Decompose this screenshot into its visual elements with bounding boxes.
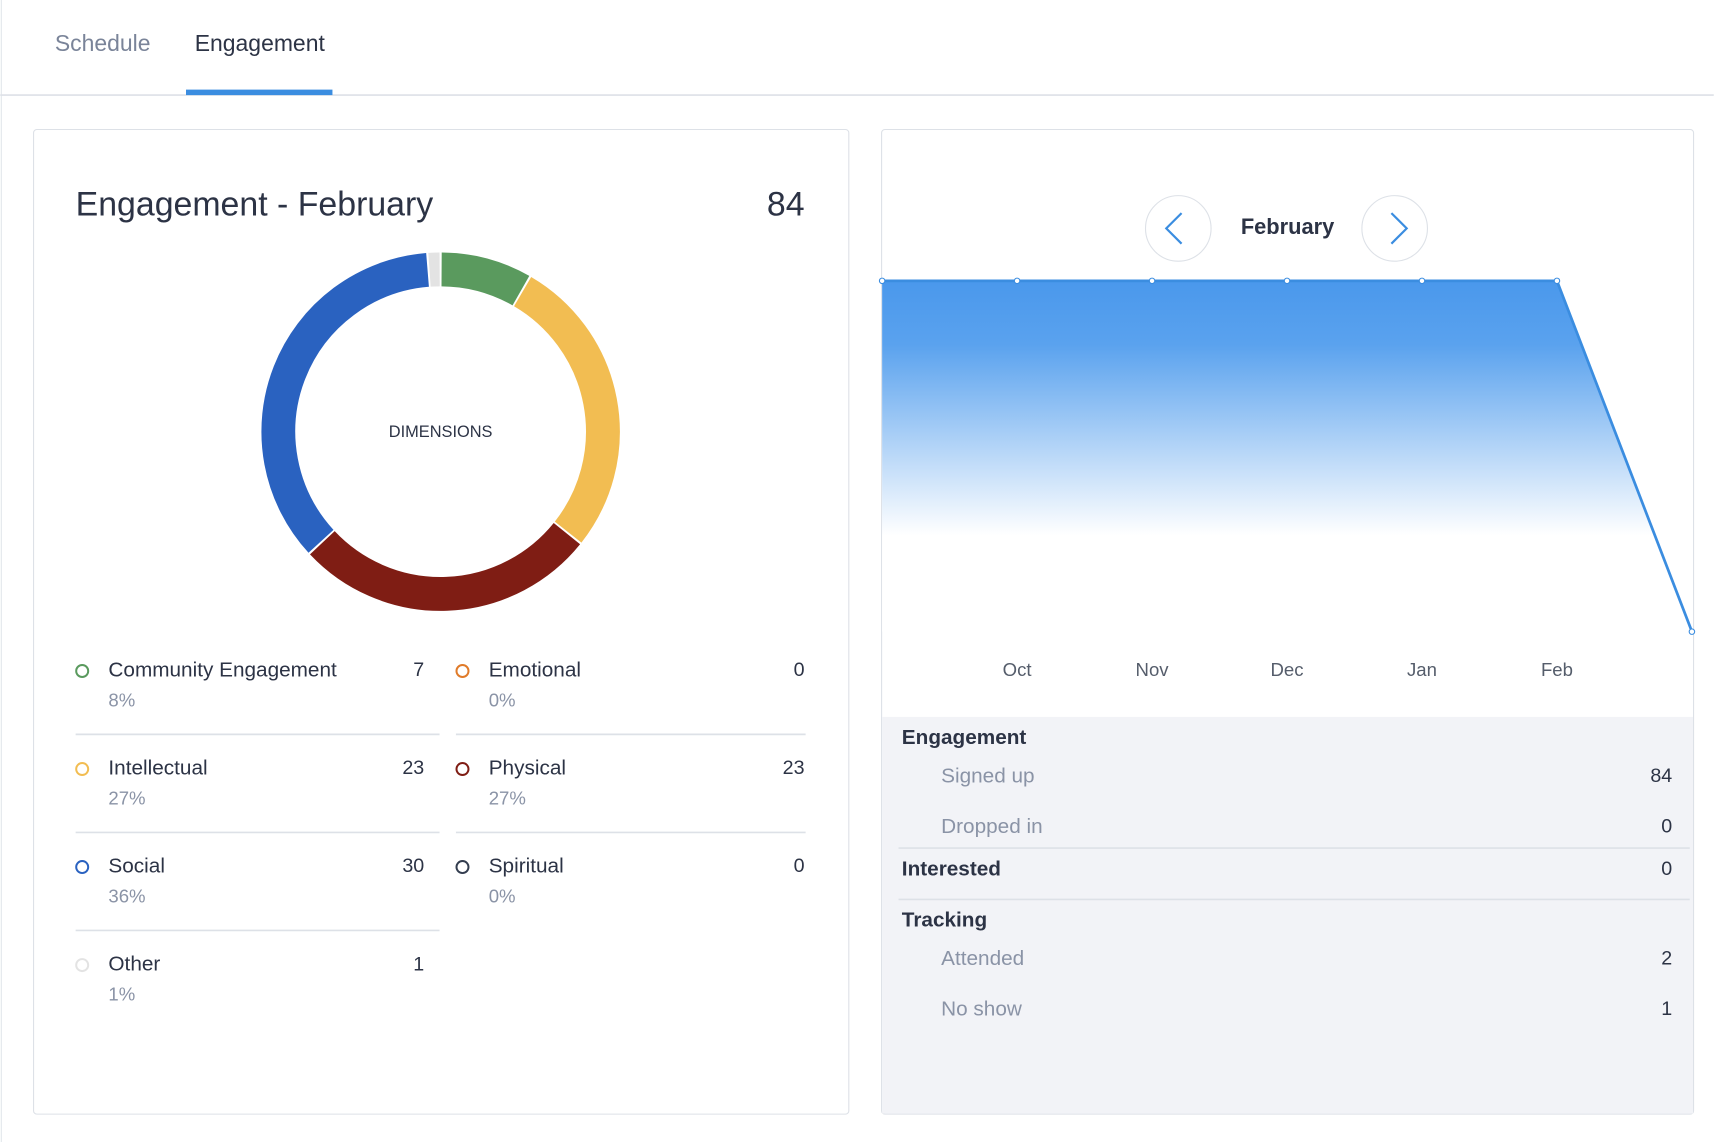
legend-marker bbox=[75, 958, 90, 973]
legend-marker bbox=[455, 762, 470, 777]
data-point bbox=[1688, 628, 1696, 635]
legend-share: 27% bbox=[108, 788, 145, 809]
legend-marker bbox=[455, 663, 470, 678]
legend-value: 0 bbox=[794, 659, 805, 681]
row-label: Signed up bbox=[941, 764, 1034, 787]
section-label: Interested bbox=[902, 857, 1001, 880]
next-icon bbox=[1390, 212, 1409, 245]
x-tick-label: Oct bbox=[1003, 659, 1033, 680]
data-point bbox=[878, 277, 886, 285]
x-tick-label: Feb bbox=[1541, 659, 1573, 680]
legend-value: 0 bbox=[794, 855, 805, 877]
prev-month-button[interactable] bbox=[1144, 195, 1212, 262]
row-value: 0 bbox=[1661, 815, 1672, 837]
row-value: 2 bbox=[1661, 948, 1672, 970]
data-point bbox=[1013, 277, 1021, 285]
legend-share: 1% bbox=[108, 984, 135, 1005]
donut-segment bbox=[309, 522, 581, 611]
legend-value: 7 bbox=[413, 659, 424, 681]
legend-value: 1 bbox=[413, 953, 424, 975]
x-tick-label: Jan bbox=[1407, 659, 1437, 680]
legend-share: 27% bbox=[489, 788, 526, 809]
data-point bbox=[1148, 277, 1156, 285]
legend-marker bbox=[75, 762, 90, 777]
month-label: February bbox=[1241, 214, 1335, 239]
legend-marker bbox=[75, 663, 90, 678]
section-value: 0 bbox=[1661, 858, 1672, 880]
legend-value: 30 bbox=[402, 855, 424, 877]
row-label: Dropped in bbox=[941, 815, 1043, 838]
active-tab-indicator bbox=[186, 89, 333, 96]
donut-segment bbox=[261, 253, 430, 553]
legend-marker bbox=[75, 860, 90, 875]
tab-engagement[interactable]: Engagement bbox=[195, 30, 326, 56]
row-label: No show bbox=[941, 997, 1023, 1020]
legend-share: 36% bbox=[108, 886, 145, 907]
row-value: 84 bbox=[1650, 765, 1672, 787]
x-tick-label: Dec bbox=[1271, 659, 1304, 680]
section-label: Engagement bbox=[902, 726, 1027, 749]
legend-share: 8% bbox=[108, 689, 135, 710]
data-point bbox=[1418, 277, 1426, 285]
legend-share: 0% bbox=[489, 689, 516, 710]
legend-name: Physical bbox=[489, 757, 566, 780]
next-month-button[interactable] bbox=[1361, 195, 1429, 262]
legend-name: Community Engagement bbox=[108, 658, 337, 681]
row-label: Attended bbox=[941, 947, 1024, 970]
area-fill bbox=[882, 280, 1692, 632]
legend-name: Social bbox=[108, 855, 165, 878]
tab-schedule[interactable]: Schedule bbox=[55, 30, 151, 56]
legend-value: 23 bbox=[783, 757, 805, 779]
donut-center-label: DIMENSIONS bbox=[389, 423, 493, 441]
card-title: Engagement - February bbox=[76, 185, 434, 223]
row-value: 1 bbox=[1661, 998, 1672, 1020]
legend-marker bbox=[455, 860, 470, 875]
donut-segment bbox=[441, 252, 530, 306]
legend-name: Other bbox=[108, 953, 160, 976]
stats-panel bbox=[882, 716, 1694, 1114]
dimensions-card bbox=[33, 128, 850, 1115]
legend-name: Spiritual bbox=[489, 855, 564, 878]
data-point bbox=[1553, 277, 1561, 285]
legend-value: 23 bbox=[402, 757, 424, 779]
data-point bbox=[1283, 277, 1291, 285]
prev-icon bbox=[1164, 212, 1183, 245]
total: 84 bbox=[767, 185, 805, 223]
legend-name: Intellectual bbox=[108, 757, 207, 780]
legend-name: Emotional bbox=[489, 658, 581, 681]
donut-segment bbox=[513, 277, 620, 543]
section-label: Tracking bbox=[902, 909, 987, 932]
x-tick-label: Nov bbox=[1136, 659, 1170, 680]
legend-share: 0% bbox=[489, 886, 516, 907]
